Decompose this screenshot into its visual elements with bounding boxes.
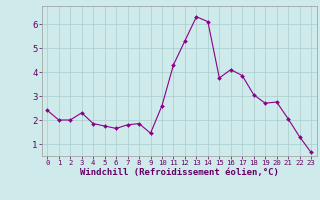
X-axis label: Windchill (Refroidissement éolien,°C): Windchill (Refroidissement éolien,°C) — [80, 168, 279, 177]
